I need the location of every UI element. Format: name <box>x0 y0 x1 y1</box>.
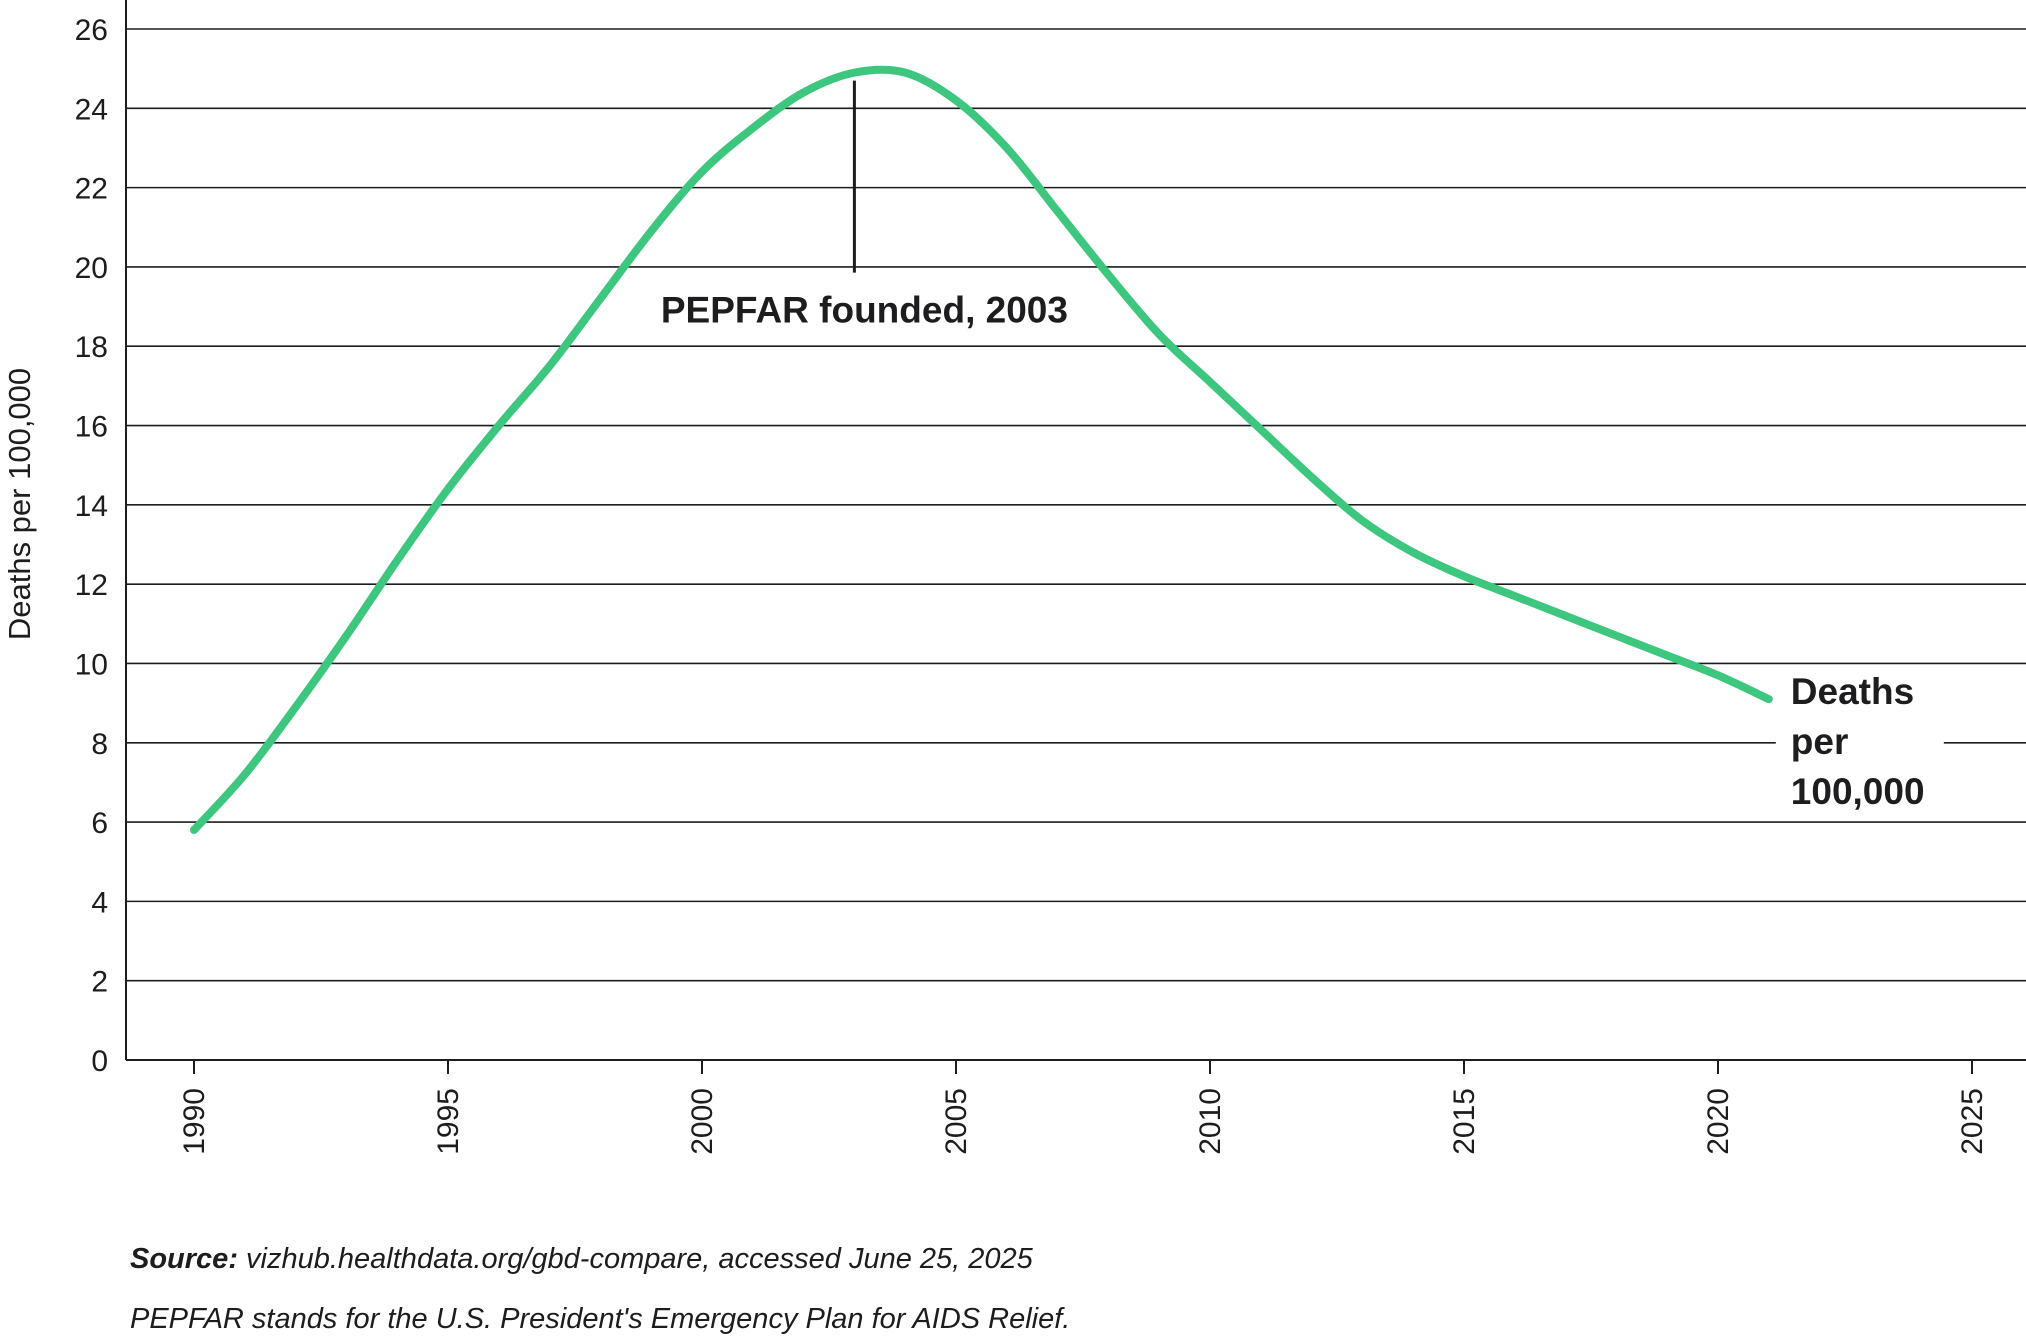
x-tick-label: 2025 <box>1956 1088 1989 1155</box>
y-tick-label: 12 <box>75 569 108 602</box>
y-tick-label: 10 <box>75 648 108 681</box>
y-tick-label: 24 <box>75 93 108 126</box>
y-tick-label: 16 <box>75 411 108 444</box>
series-label: per <box>1791 721 1849 762</box>
series-layer: Deaths per 100,000 <box>190 65 1944 835</box>
series-line <box>190 65 1773 835</box>
annotations-layer: PEPFAR founded, 2003 <box>661 80 1068 331</box>
series-label-background <box>1775 669 1944 820</box>
source-label: Source: <box>130 1243 238 1275</box>
series-label: 100,000 <box>1791 771 1925 812</box>
x-tick-label: 2015 <box>1448 1088 1481 1155</box>
y-tick-label: 0 <box>91 1045 108 1078</box>
x-axis-ticks: 1990 1995 2000 2005 2010 2015 2020 2025 <box>178 1060 1989 1155</box>
y-tick-label: 26 <box>75 14 108 47</box>
x-tick-label: 2000 <box>686 1088 719 1155</box>
source-text: vizhub.healthdata.org/gbd-compare, acces… <box>237 1243 1033 1275</box>
y-tick-label: 4 <box>91 886 108 919</box>
y-tick-label: 2 <box>91 966 108 999</box>
axes <box>125 0 2026 1061</box>
source-note: Source: vizhub.healthdata.org/gbd-compar… <box>130 1243 1033 1276</box>
series-label: Deaths <box>1791 671 1914 712</box>
x-tick-label: 2010 <box>1194 1088 1227 1155</box>
gridlines <box>126 28 2026 982</box>
x-tick-label: 1990 <box>178 1088 211 1155</box>
annotation-label: PEPFAR founded, 2003 <box>661 290 1068 331</box>
y-tick-label: 8 <box>91 728 108 761</box>
y-tick-label: 18 <box>75 331 108 364</box>
y-tick-label: 6 <box>91 807 108 840</box>
y-tick-label: 14 <box>75 490 108 523</box>
y-tick-label: 20 <box>75 252 108 285</box>
x-tick-label: 2020 <box>1702 1088 1735 1155</box>
x-tick-label: 2005 <box>940 1088 973 1155</box>
y-axis-label: Deaths per 100,000 <box>2 368 37 640</box>
y-tick-label: 22 <box>75 173 108 206</box>
definition-note: PEPFAR stands for the U.S. President's E… <box>130 1303 1071 1335</box>
x-tick-label: 1995 <box>432 1088 465 1155</box>
